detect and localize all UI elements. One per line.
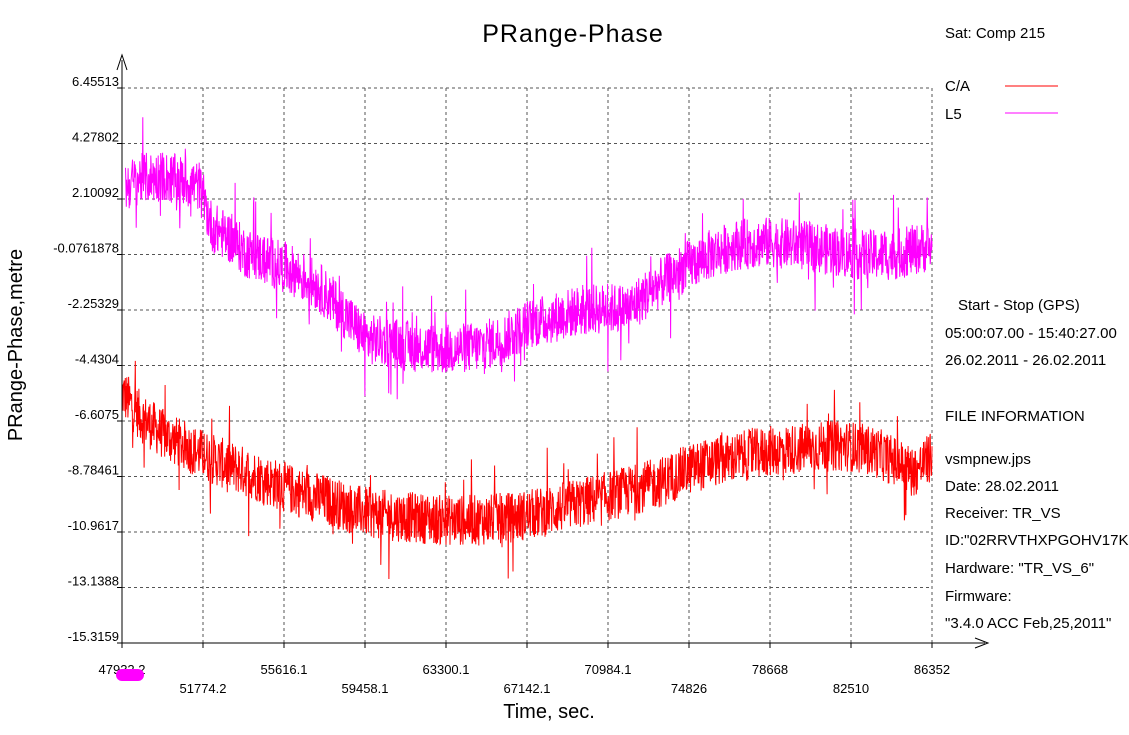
satellite-label: Sat: Comp 215 [945, 25, 1046, 42]
firmware-value: "3.4.0 ACC Feb,25,2011" [945, 615, 1112, 632]
series-line-l5 [125, 117, 933, 400]
y-axis-arrow [116, 53, 128, 71]
x-tick-label: 63300.1 [423, 662, 470, 677]
receiver: Receiver: TR_VS [945, 505, 1061, 522]
y-tick-label: 4.27802 [72, 130, 119, 145]
chart-title: PRange-Phase [482, 20, 664, 48]
file-name: vsmpnew.jps [945, 451, 1031, 468]
y-tick-label: -13.1388 [68, 574, 119, 589]
y-tick-label: -15.3159 [68, 629, 119, 644]
firmware-label: Firmware: [945, 588, 1012, 605]
series-line-ca [121, 360, 933, 580]
y-tick-label: -0.0761878 [53, 241, 119, 256]
legend-ca-label: C/A [945, 78, 971, 95]
date-range: 26.02.2011 - 26.02.2011 [945, 352, 1107, 369]
x-tick-label: 78668 [752, 662, 788, 677]
start-stop-title: Start - Stop (GPS) [958, 297, 1080, 314]
y-tick-label: -2.25329 [68, 296, 119, 311]
y-tick-label: -8.78461 [68, 463, 119, 478]
x-tick-label: 55616.1 [261, 662, 308, 677]
y-tick-labels: 6.45513 4.27802 2.10092 -0.0761878 -2.25329 -… [53, 74, 122, 644]
y-tick-label: -4.4304 [75, 352, 119, 367]
x-tick-label: 59458.1 [342, 681, 389, 696]
scroll-marker[interactable] [116, 669, 144, 681]
x-tick-label: 70984.1 [585, 662, 632, 677]
x-axis-arrow [974, 637, 990, 649]
x-tick-label: 51774.2 [180, 681, 227, 696]
file-date: Date: 28.02.2011 [945, 478, 1059, 495]
hardware: Hardware: "TR_VS_6" [945, 560, 1095, 577]
y-tick-label: 6.45513 [72, 74, 119, 89]
axes [116, 53, 990, 649]
x-tick-label: 74826 [671, 681, 707, 696]
y-tick-label: 2.10092 [72, 185, 119, 200]
x-tick-label: 82510 [833, 681, 869, 696]
series-layer [121, 117, 933, 580]
receiver-id: ID:"02RRVTHXPGOHV17K [945, 532, 1129, 549]
file-info-title: FILE INFORMATION [945, 408, 1085, 425]
y-tick-label: -6.6075 [75, 407, 119, 422]
y-axis-label: PRange-Phase,metre [5, 249, 27, 441]
grid-lines [122, 87, 933, 643]
x-tick-labels: 47932.251774.255616.159458.163300.167142… [99, 643, 950, 696]
x-axis-label: Time, sec. [503, 701, 595, 723]
x-tick-label: 86352 [914, 662, 950, 677]
legend-l5-label: L5 [945, 106, 962, 123]
y-tick-label: -10.9617 [68, 518, 119, 533]
x-tick-label: 67142.1 [504, 681, 551, 696]
time-range: 05:00:07.00 - 15:40:27.00 [945, 325, 1117, 342]
